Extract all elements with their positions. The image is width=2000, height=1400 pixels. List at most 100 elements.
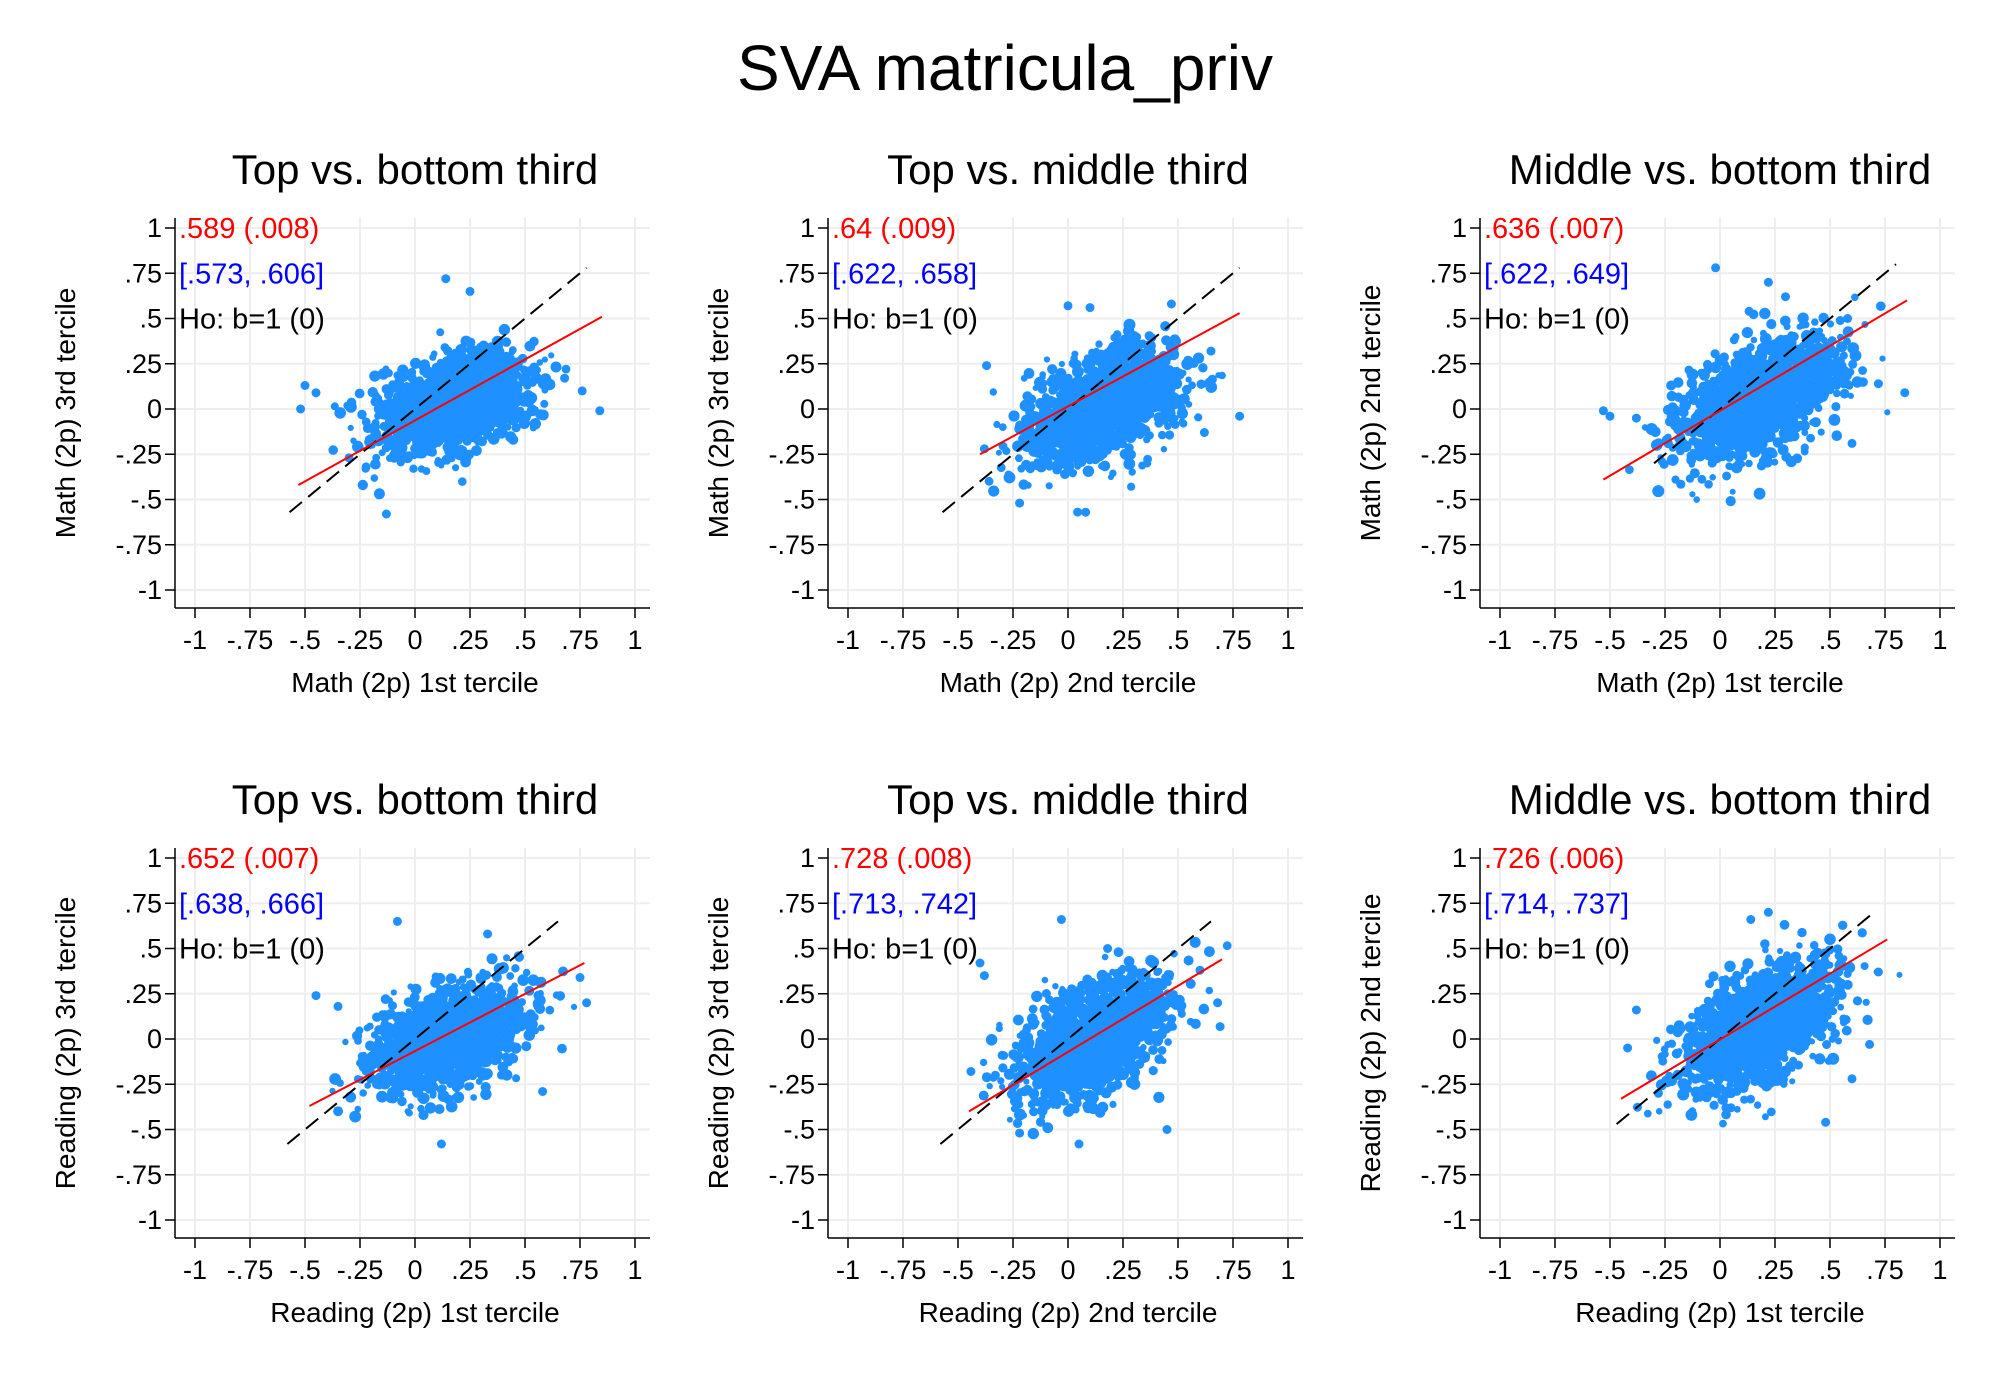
scatter-point	[1751, 393, 1763, 405]
x-tick-label: .5	[514, 1255, 537, 1285]
scatter-point	[982, 361, 992, 371]
scatter-point	[1008, 410, 1020, 422]
scatter-point	[1843, 314, 1853, 323]
scatter-point	[1673, 392, 1684, 402]
scatter-point	[497, 429, 507, 439]
scatter-point	[458, 477, 467, 486]
scatter-point	[1194, 413, 1203, 422]
scatter-point	[1056, 450, 1063, 458]
scatter-point	[1083, 450, 1093, 459]
scatter-point	[440, 415, 447, 422]
scatter-point	[1169, 367, 1179, 377]
scatter-point	[328, 445, 339, 455]
scatter-point	[1018, 434, 1026, 443]
y-tick-label: 0	[147, 1024, 162, 1054]
scatter-point	[369, 370, 381, 382]
scatter-point	[1160, 446, 1168, 453]
scatter-point	[463, 423, 471, 432]
y-tick-label: -.75	[115, 530, 162, 560]
scatter-point	[1036, 444, 1044, 452]
scatter-point	[1743, 443, 1752, 452]
scatter-point	[470, 422, 478, 431]
scatter-point	[502, 354, 510, 361]
scatter-points	[1598, 263, 1910, 507]
x-tick-label: 0	[1060, 625, 1075, 655]
scatter-point	[1876, 301, 1886, 312]
test-annotation: Ho: b=1 (0)	[1484, 304, 1630, 336]
scatter-point	[1758, 457, 1767, 465]
x-tick-label: .75	[1866, 625, 1904, 655]
scatter-point	[1759, 332, 1772, 345]
y-tick-label: .5	[139, 934, 162, 964]
scatter-point	[1073, 507, 1083, 517]
scatter-point	[381, 384, 392, 394]
scatter-point	[1773, 390, 1781, 397]
scatter-point	[1073, 420, 1081, 428]
scatter-point	[422, 467, 431, 476]
scatter-point	[1801, 399, 1814, 412]
scatter-point	[508, 375, 518, 385]
scatter-point	[1729, 335, 1739, 345]
scatter-point	[427, 447, 437, 457]
y-tick-label: 1	[147, 843, 162, 873]
scatter-point	[1800, 383, 1810, 393]
x-tick-label: .75	[561, 1255, 599, 1285]
scatter-point	[1781, 292, 1790, 302]
scatter-point	[1117, 382, 1130, 394]
scatter-point	[1753, 439, 1765, 451]
scatter-point	[486, 953, 498, 965]
y-tick-label: -.5	[783, 485, 815, 515]
scatter-point	[1041, 400, 1050, 409]
scatter-point	[1127, 482, 1136, 491]
scatter-point	[1689, 384, 1697, 392]
scatter-point	[1235, 411, 1245, 421]
scatter-point	[1142, 459, 1152, 468]
scatter-point	[1158, 430, 1167, 440]
scatter-point	[1045, 482, 1053, 490]
x-tick-label: .25	[451, 1255, 489, 1285]
scatter-point	[432, 414, 439, 422]
scatter-point	[1605, 411, 1615, 421]
scatter-point	[548, 352, 555, 359]
x-tick-label: 0	[407, 1255, 422, 1285]
scatter-point	[1789, 426, 1799, 435]
y-tick-label: .75	[1429, 258, 1467, 288]
scatter-point	[1753, 487, 1766, 500]
scatter-point	[1832, 381, 1841, 390]
x-tick-label: -.75	[1532, 625, 1579, 655]
scatter-point	[471, 433, 479, 441]
scatter-point	[465, 286, 475, 296]
scatter-point	[473, 398, 480, 406]
scatter-point	[1091, 407, 1099, 415]
scatter-point	[1710, 349, 1720, 359]
estimate-annotation: .589 (.008)	[179, 213, 319, 245]
scatter-point	[1055, 368, 1067, 380]
scatter-point	[359, 1089, 368, 1097]
scatter-point	[409, 464, 418, 473]
scatter-point	[1123, 318, 1136, 331]
scatter-point	[496, 394, 505, 403]
scatter-point	[361, 464, 370, 473]
scatter-point	[1701, 386, 1713, 399]
scatter-point	[1109, 469, 1117, 477]
x-tick-label: .25	[1104, 625, 1142, 655]
scatter-point	[406, 430, 417, 441]
y-tick-label: .25	[124, 349, 162, 379]
scatter-point	[1800, 443, 1809, 452]
scatter-point	[1884, 409, 1891, 416]
scatter-point	[1801, 429, 1809, 436]
scatter-point	[457, 451, 466, 460]
x-tick-label: -.25	[337, 1255, 384, 1285]
x-axis-label: Reading (2p) 1st tercile	[270, 1297, 559, 1328]
scatter-point	[1725, 496, 1736, 507]
scatter-point	[347, 424, 354, 431]
scatter-point	[487, 408, 494, 415]
scatter-point	[1021, 459, 1032, 470]
y-tick-label: -1	[138, 1205, 162, 1235]
scatter-point	[1064, 420, 1076, 432]
panel-title: Top vs. middle third	[887, 146, 1249, 193]
scatter-point	[1092, 413, 1102, 423]
scatter-point	[484, 399, 494, 409]
scatter-point	[1193, 352, 1205, 364]
scatter-point	[989, 388, 997, 396]
